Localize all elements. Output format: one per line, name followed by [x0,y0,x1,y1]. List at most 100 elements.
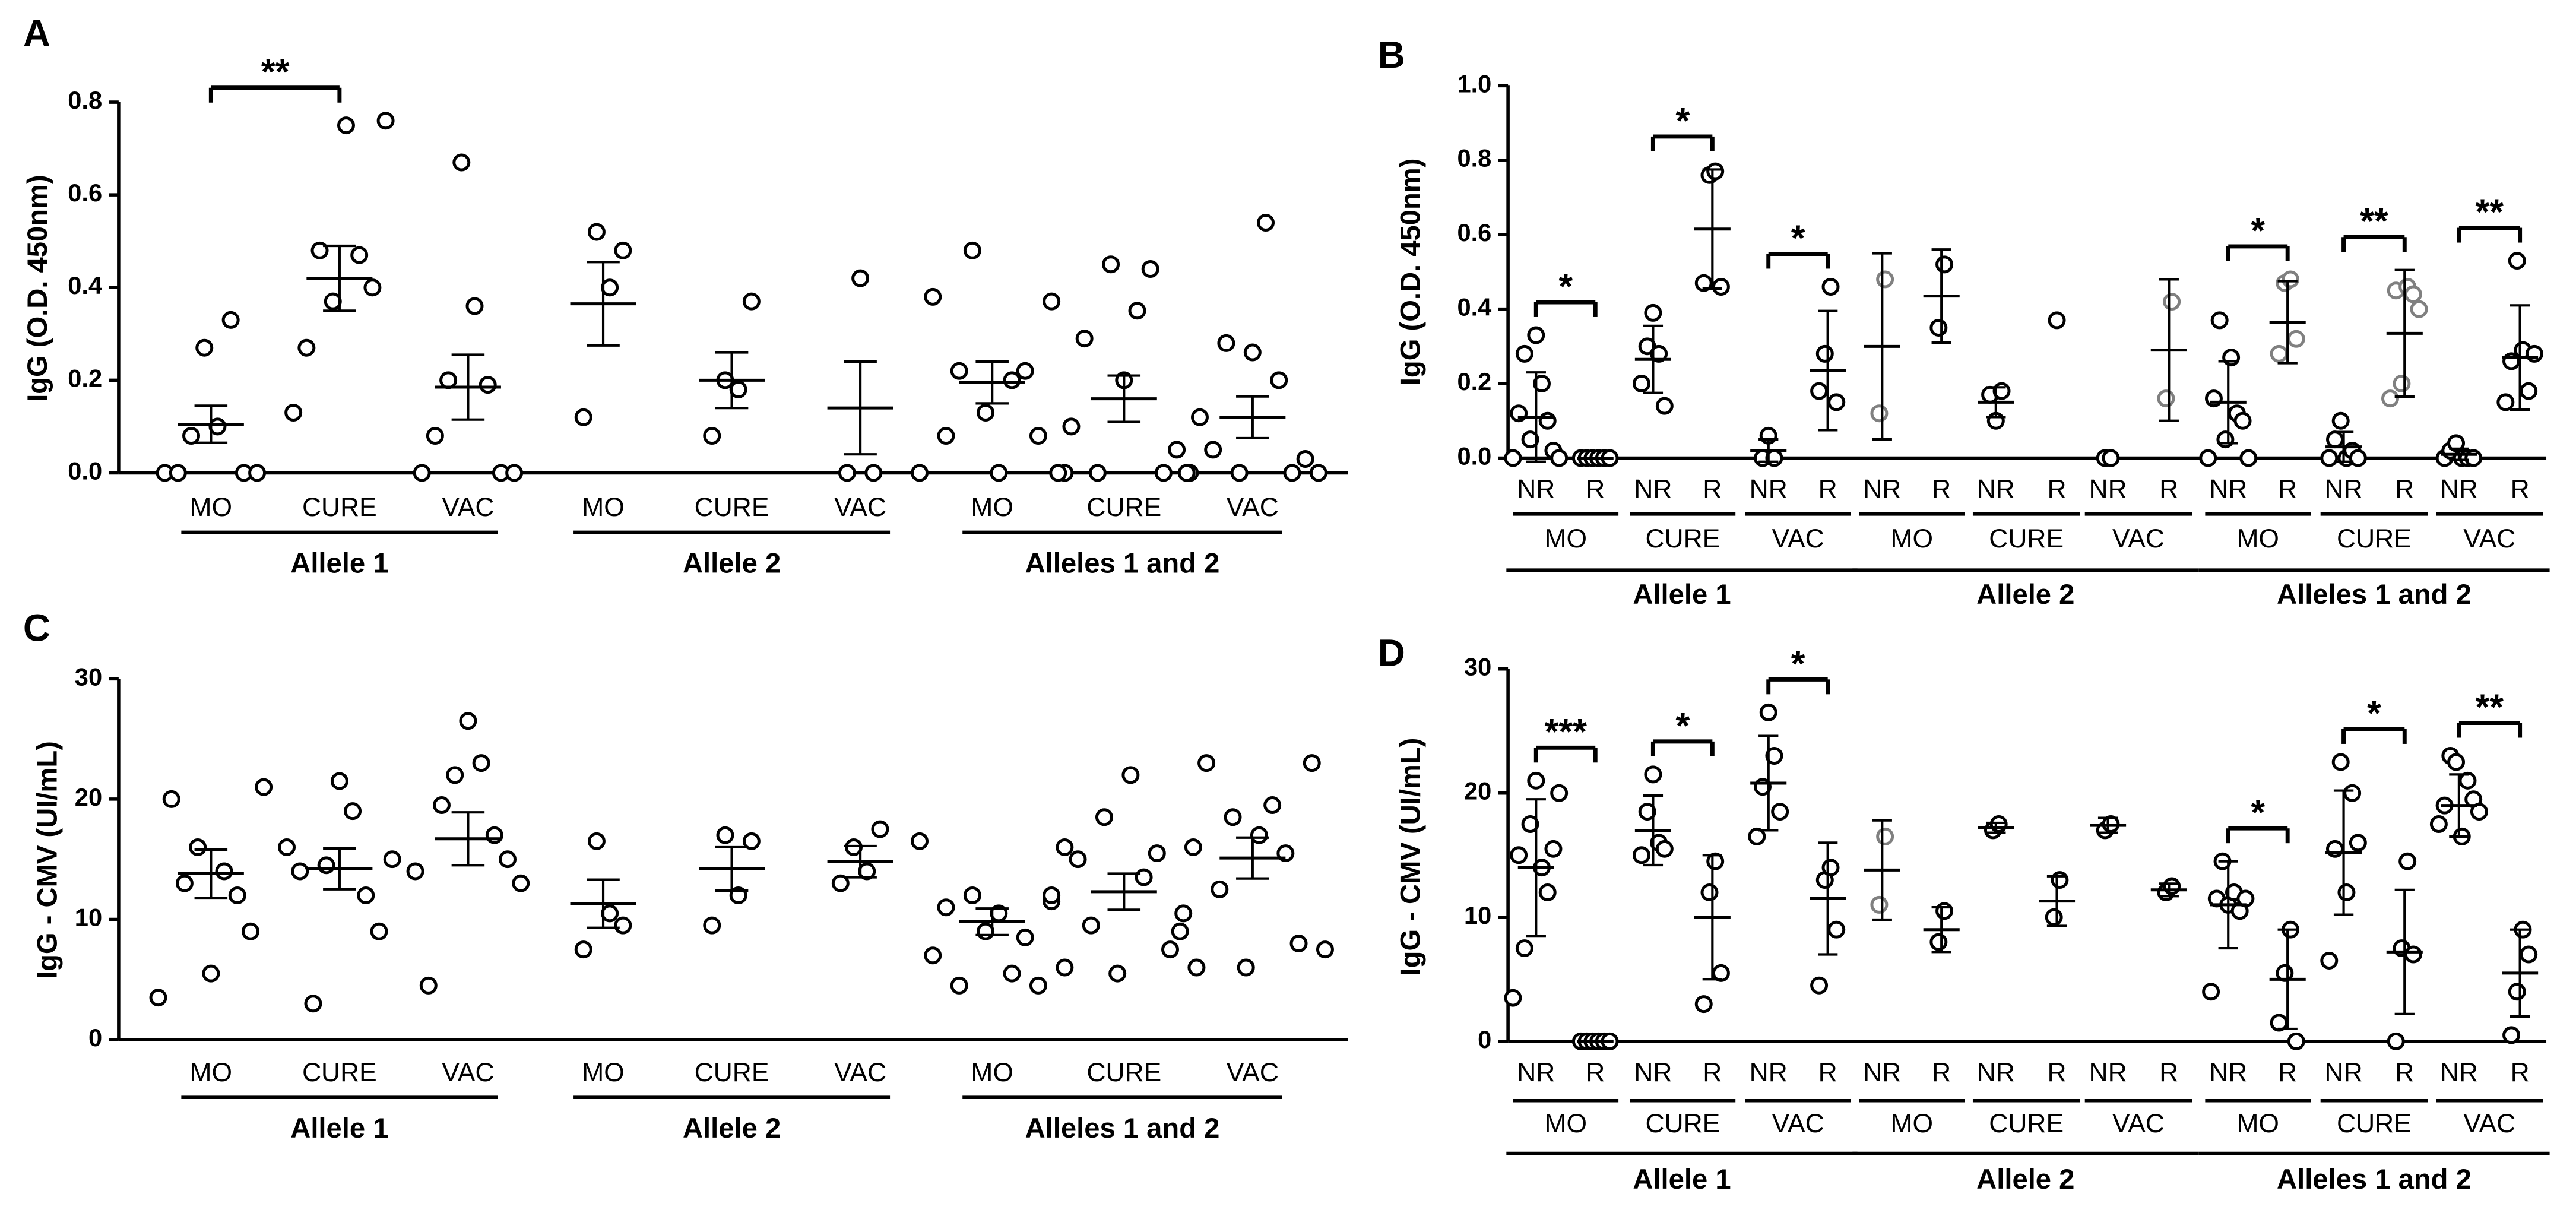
data-point [614,916,632,935]
data-point [1810,976,1829,995]
data-point [512,874,530,892]
category-label: NR [2089,1058,2127,1087]
y-tick-label: 0.6 [1457,218,1491,246]
data-point [1237,958,1255,977]
subgroup-label: VAC [2112,524,2165,553]
data-point [2520,382,2538,400]
data-point [2343,784,2362,802]
category-label: R [2511,1058,2530,1087]
data-point [1088,464,1107,482]
data-point [479,376,497,394]
significance-label: *** [1545,711,1588,752]
data-point [1211,880,1229,898]
data-point [1550,784,1569,802]
group-label: Allele 2 [1976,1163,2074,1195]
significance-label: * [2251,210,2265,251]
data-point [2520,945,2538,964]
data-point [1870,404,1889,423]
data-point [937,427,955,445]
data-point [963,241,981,259]
category-label: R [1932,1058,1951,1087]
data-point [2381,390,2399,408]
data-point [742,292,761,311]
data-point [2508,983,2526,1001]
group-label: Allele 1 [1633,1163,1731,1195]
data-point [2051,871,2069,889]
data-point [977,403,995,422]
data-point [1876,270,1894,289]
data-point [1141,260,1159,278]
data-point [284,403,303,422]
data-point [838,464,856,482]
data-point [1876,827,1894,846]
data-point [446,766,464,784]
data-point [317,856,335,875]
panel-label: C [23,607,50,650]
category-label: NR [1863,1058,1901,1087]
data-point [1154,464,1173,482]
data-point [1250,826,1268,844]
data-point [851,269,870,287]
group-label: Alleles 1 and 2 [2277,1163,2472,1195]
group-label: Allele 1 [290,547,388,578]
data-point [337,116,355,135]
category-label: MO [190,1058,233,1087]
category-label: NR [1977,475,2015,504]
data-point [1815,344,1834,363]
data-point [1309,464,1327,482]
category-label: NR [2089,475,2127,504]
data-point [1177,464,1196,482]
category-label: NR [1977,1058,2015,1087]
data-point [1289,935,1308,952]
data-point [1056,958,1074,977]
data-point [2349,449,2367,467]
data-point [357,886,375,904]
data-point [297,338,316,357]
data-point [614,241,632,259]
data-point [182,427,201,445]
category-label: VAC [1227,493,1279,522]
y-tick-label: 0.2 [1457,368,1491,395]
category-label: R [2278,1058,2297,1087]
y-tick-label: 0.4 [1457,293,1491,321]
category-label: R [1703,1058,1722,1087]
data-point [2331,411,2350,430]
data-point [2233,411,2252,430]
data-point [950,976,968,995]
data-point [344,802,362,821]
category-label: VAC [442,1058,494,1087]
data-point [1632,846,1650,864]
data-point [1003,964,1021,983]
subgroup-label: MO [2236,524,2279,553]
data-point [1029,427,1047,445]
data-point [304,995,322,1013]
category-label: R [2395,475,2414,504]
data-point [2398,852,2417,870]
category-label: R [1932,475,1951,504]
data-point [871,820,889,838]
significance-label: * [1791,643,1805,683]
y-tick-label: 1.0 [1457,69,1491,97]
data-point [1161,940,1180,959]
category-label: NR [1634,475,1672,504]
subgroup-label: VAC [2463,524,2515,553]
data-point [1510,846,1528,864]
data-point [2470,803,2488,821]
y-tick-label: 0.2 [68,364,102,392]
data-point [2157,390,2175,408]
subgroup-label: CURE [1989,1109,2064,1138]
data-point [1827,393,1846,411]
category-label: NR [2209,475,2247,504]
data-point [1650,344,1668,363]
data-point [383,850,401,869]
subgroup-label: MO [1545,524,1588,553]
subgroup-label: MO [1890,524,1933,553]
category-label: R [2278,475,2297,504]
significance-label: ** [2475,192,2504,232]
significance-label: ** [2475,686,2504,727]
data-point [202,964,220,983]
y-tick-label: 0.8 [1457,144,1491,172]
data-point [2222,349,2241,367]
subgroup-label: VAC [2112,1109,2165,1138]
